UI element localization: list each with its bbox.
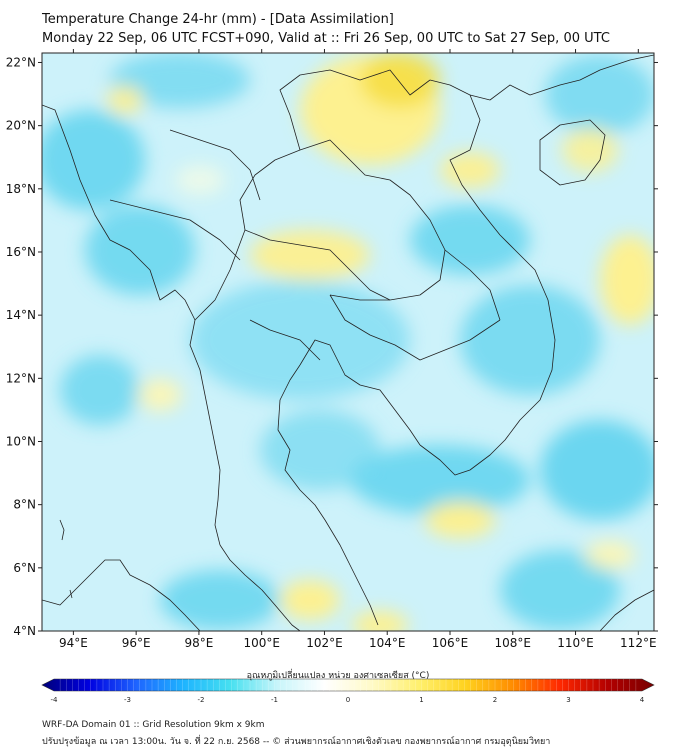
lat-label: 8°N: [13, 498, 36, 512]
lat-label: 16°N: [6, 245, 36, 259]
colorbar-tick-label: 3: [566, 696, 570, 704]
lon-label: 106°E: [432, 636, 469, 650]
lon-label: 102°E: [306, 636, 343, 650]
colorbar-tick-label: 2: [493, 696, 497, 704]
lat-label: 10°N: [6, 434, 36, 448]
lon-label: 108°E: [495, 636, 532, 650]
lon-label: 96°E: [122, 636, 151, 650]
map-title: Temperature Change 24-hr (mm) - [Data As…: [42, 12, 394, 27]
lon-label: 112°E: [620, 636, 657, 650]
lat-label: 18°N: [6, 182, 36, 196]
colorbar-tick-label: 4: [640, 696, 645, 704]
colorbar-tick-label: -2: [198, 696, 205, 704]
footer-credit: ปรับปรุงข้อมูล ณ เวลา 13:00น. วัน จ. ที่…: [42, 737, 551, 747]
lat-label: 14°N: [6, 308, 36, 322]
lon-label: 98°E: [184, 636, 213, 650]
colorbar: -4 -3 -2 -1 0 1 2 3 4: [41, 678, 655, 704]
map-subtitle: Monday 22 Sep, 06 UTC FCST+090, Valid at…: [42, 31, 610, 46]
colorbar-tick-label: -4: [51, 696, 59, 704]
footer-model-info: WRF-DA Domain 01 :: Grid Resolution 9km …: [42, 720, 265, 730]
colorbar-bar: [41, 678, 655, 692]
lon-label: 110°E: [557, 636, 594, 650]
lat-label: 6°N: [13, 561, 36, 575]
axis-tick-labels: 22°N 20°N 18°N 16°N 14°N 12°N 10°N 8°N 6°N 4°N 94°…: [6, 55, 657, 650]
colorbar-tick-label: -1: [271, 696, 278, 704]
lat-label: 22°N: [6, 55, 36, 69]
plot-frame: [41, 52, 655, 632]
colorbar-label: อุณหภูมิเปลี่ยนแปลง หน่วย องศาเซลเซียส (…: [246, 671, 430, 681]
coastline-borders: [42, 54, 654, 631]
lat-label: 12°N: [6, 371, 36, 385]
lat-label: 4°N: [13, 624, 36, 638]
lon-label: 94°E: [59, 636, 88, 650]
lon-label: 104°E: [369, 636, 406, 650]
colorbar-tick-label: 0: [346, 696, 350, 704]
lon-label: 100°E: [243, 636, 280, 650]
lat-label: 20°N: [6, 119, 36, 133]
temperature-field: [42, 53, 654, 631]
colorbar-tick-label: -3: [124, 696, 131, 704]
axis-ticks: [38, 49, 658, 635]
colorbar-tick-label: 1: [419, 696, 423, 704]
